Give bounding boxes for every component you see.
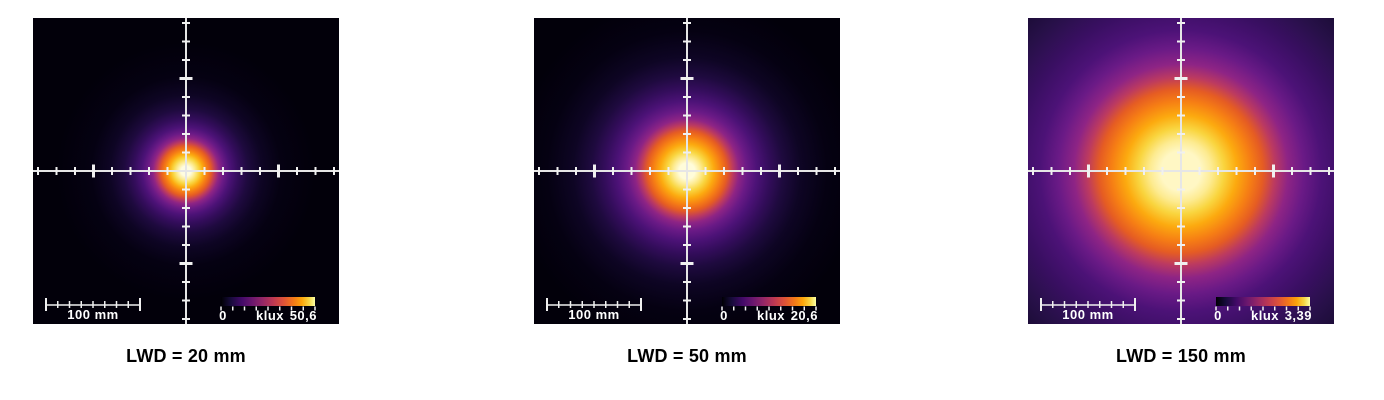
measurement-overlay: 100 mm 0 klux 3,39 bbox=[1028, 18, 1334, 324]
figure-caption: LWD = 50 mm bbox=[627, 346, 747, 366]
colorbar-ticks bbox=[220, 306, 316, 311]
scale-bar-label: 100 mm bbox=[67, 307, 118, 322]
colorbar-gradient-bar bbox=[221, 297, 315, 306]
axis-tick-marks bbox=[1032, 22, 1330, 320]
colorbar-gradient-bar bbox=[722, 297, 816, 306]
colorbar-max-label: 3,39 bbox=[1285, 308, 1312, 323]
axis-tick-marks bbox=[538, 22, 836, 320]
scale-bar-ticks bbox=[546, 298, 642, 311]
colorbar-min-label: 0 bbox=[720, 308, 728, 323]
figure-caption: LWD = 20 mm bbox=[126, 346, 246, 366]
scale-bar-label: 100 mm bbox=[568, 307, 619, 322]
scale-bar-ticks bbox=[45, 298, 141, 311]
intensity-map-lwd-50: 100 mm 0 klux 20,6 bbox=[534, 18, 840, 324]
scale-bar: 100 mm bbox=[1040, 298, 1136, 322]
colorbar-ticks bbox=[1215, 306, 1311, 311]
figure-lwd-20: 100 mm 0 klux 50,6 LWD = 20 mm bbox=[33, 18, 339, 367]
colorbar-min-label: 0 bbox=[219, 308, 227, 323]
colorbar-max-label: 20,6 bbox=[791, 308, 818, 323]
scale-bar-label: 100 mm bbox=[1062, 307, 1113, 322]
measurement-overlay: 100 mm 0 klux 20,6 bbox=[534, 18, 840, 324]
colorbar-unit-label: klux bbox=[757, 308, 785, 323]
axis-tick-marks bbox=[37, 22, 335, 320]
colorbar-unit-label: klux bbox=[1251, 308, 1279, 323]
colorbar-max-label: 50,6 bbox=[290, 308, 317, 323]
intensity-map-lwd-150: 100 mm 0 klux 3,39 bbox=[1028, 18, 1334, 324]
scale-bar: 100 mm bbox=[546, 298, 642, 322]
colorbar-unit-label: klux bbox=[256, 308, 284, 323]
colorbar-ticks bbox=[721, 306, 817, 311]
colorbar: 0 klux 50,6 bbox=[219, 297, 317, 323]
scale-bar-ticks bbox=[1040, 298, 1136, 311]
colorbar: 0 klux 20,6 bbox=[720, 297, 818, 323]
colorbar-min-label: 0 bbox=[1214, 308, 1222, 323]
measurement-overlay: 100 mm 0 klux 50,6 bbox=[33, 18, 339, 324]
colorbar-gradient-bar bbox=[1216, 297, 1310, 306]
figure-caption: LWD = 150 mm bbox=[1116, 346, 1246, 366]
scale-bar: 100 mm bbox=[45, 298, 141, 322]
figure-lwd-50: 100 mm 0 klux 20,6 LWD = 50 mm bbox=[534, 18, 840, 367]
intensity-map-lwd-20: 100 mm 0 klux 50,6 bbox=[33, 18, 339, 324]
figure-lwd-150: 100 mm 0 klux 3,39 LWD = 150 mm bbox=[1028, 18, 1334, 367]
colorbar: 0 klux 3,39 bbox=[1214, 297, 1312, 323]
